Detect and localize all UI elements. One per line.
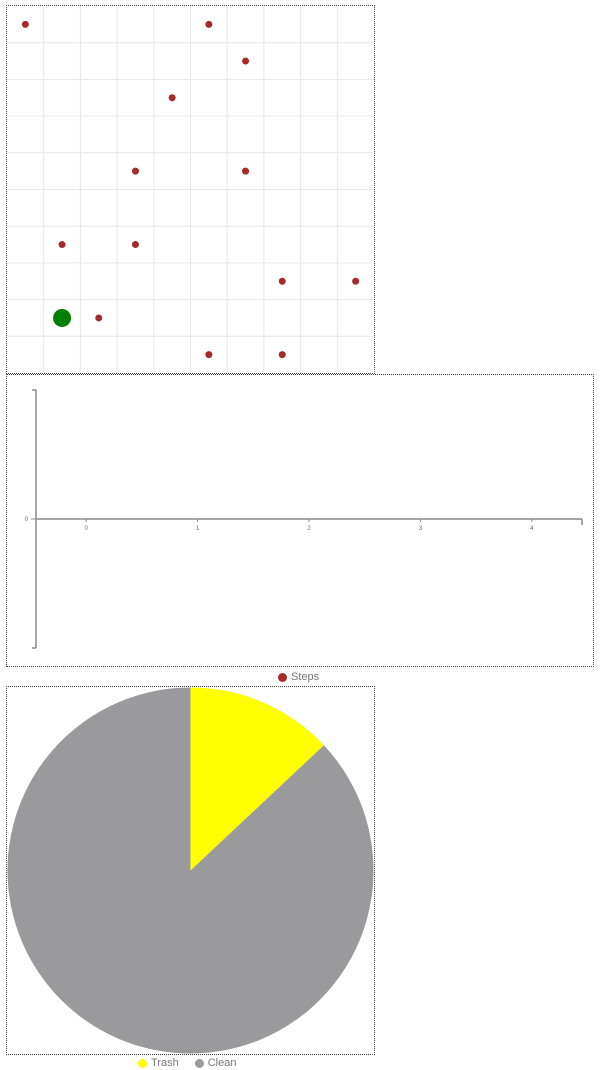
trash-dot (131, 241, 139, 249)
steps-chart-panel: 0 0 1 2 3 4 (6, 374, 594, 667)
x-tick-label: 2 (307, 526, 311, 532)
steps-legend: Steps (278, 671, 335, 683)
trash-dot (58, 241, 66, 249)
legend-item-trash: Trash (138, 1057, 179, 1069)
trash-dot (205, 351, 213, 359)
trash-legend-label: Trash (151, 1057, 179, 1069)
trash-dot (168, 94, 176, 102)
pie-legend: Trash Clean (138, 1057, 252, 1069)
trash-dot (21, 20, 29, 28)
steps-chart: 0 0 1 2 3 4 (25, 389, 583, 649)
legend-item-steps: Steps (278, 671, 319, 683)
clean-legend-label: Clean (207, 1057, 237, 1069)
pie-slice-trash (190, 687, 324, 871)
trash-dot (278, 351, 286, 359)
x-tick-label: 0 (84, 526, 88, 532)
trash-dot (242, 57, 250, 65)
trash-dot (131, 167, 139, 175)
agent-marker (53, 308, 72, 327)
trash-dot (242, 167, 250, 175)
trash-pie-panel (6, 686, 375, 1055)
steps-legend-marker (278, 672, 287, 682)
trash-dot (278, 277, 286, 285)
trash-legend-marker (138, 1058, 147, 1068)
x-tick-label: 4 (530, 526, 534, 532)
trash-dot (95, 314, 103, 322)
trash-pie-chart (7, 687, 374, 1054)
steps-legend-label: Steps (291, 671, 320, 683)
y-tick-label: 0 (25, 517, 29, 523)
pie-slice-clean (7, 687, 374, 1054)
x-tick-label: 3 (419, 526, 423, 532)
clean-legend-marker (194, 1058, 204, 1068)
grid-world-panel (6, 5, 375, 374)
legend-item-clean: Clean (194, 1057, 237, 1069)
grid-world-canvas (7, 6, 374, 373)
trash-dot (352, 277, 360, 285)
trash-dot (205, 20, 213, 28)
x-tick-label: 1 (196, 526, 200, 532)
